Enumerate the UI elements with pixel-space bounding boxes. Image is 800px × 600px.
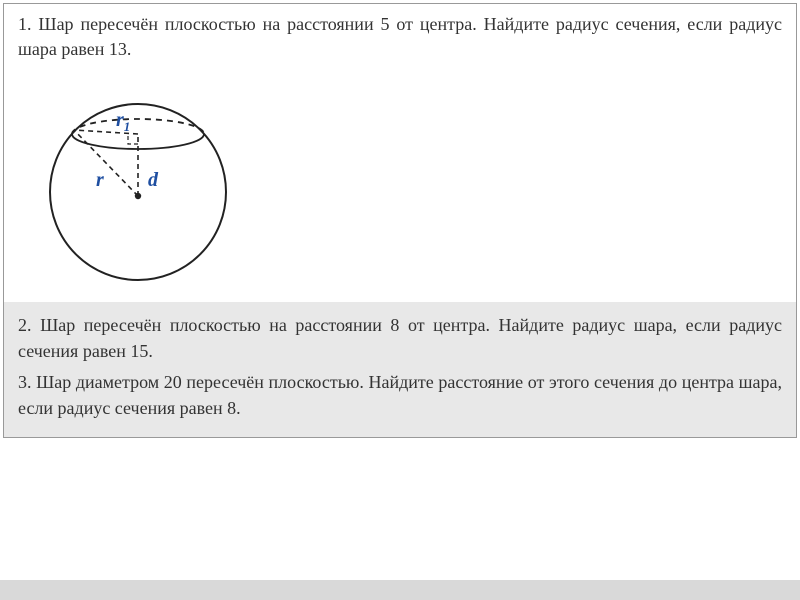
content-box: 1. Шар пересечён плоскостью на расстояни… — [3, 3, 797, 438]
problem-1-text: 1. Шар пересечён плоскостью на расстояни… — [18, 14, 782, 59]
right-angle-marker — [128, 134, 138, 144]
problem-2: 2. Шар пересечён плоскостью на расстояни… — [18, 312, 782, 364]
footer-band — [0, 580, 800, 600]
label-r1: r1 — [116, 109, 130, 134]
label-r: r — [96, 169, 104, 191]
center-point — [135, 193, 141, 199]
problem-2-text: 2. Шар пересечён плоскостью на расстояни… — [18, 315, 782, 361]
problem-3-text: 3. Шар диаметром 20 пересечён плоскостью… — [18, 372, 782, 418]
sphere-diagram: r1 r d — [18, 72, 258, 287]
problem-1: 1. Шар пересечён плоскостью на расстояни… — [4, 4, 796, 72]
problem-3: 3. Шар диаметром 20 пересечён плоскостью… — [18, 369, 782, 421]
label-d: d — [148, 169, 159, 191]
problems-gray-band: 2. Шар пересечён плоскостью на расстояни… — [4, 302, 796, 436]
diagram-area: r1 r d — [4, 72, 796, 302]
